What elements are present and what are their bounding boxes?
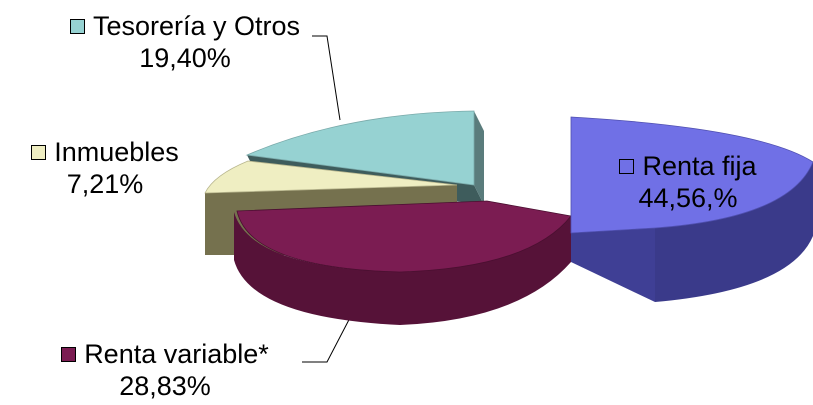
label-inmuebles: Inmuebles 7,21%	[10, 136, 200, 200]
leader-line-tesoreria	[312, 35, 341, 121]
slice-renta-variable-side	[234, 212, 571, 325]
legend-swatch-renta-fija	[619, 158, 635, 174]
slice-renta-fija-side	[655, 162, 813, 302]
label-renta-variable-value: 28,83%	[119, 371, 211, 401]
legend-swatch-tesoreria	[69, 18, 85, 34]
slice-renta-fija-front	[571, 228, 655, 302]
label-renta-variable: Renta variable* 28,83%	[30, 338, 300, 402]
label-inmuebles-value: 7,21%	[66, 169, 144, 199]
slice-inmuebles-top	[204, 160, 458, 194]
label-renta-fija: Renta fija 44,56,%	[588, 150, 788, 214]
slice-tesoreria-side2	[474, 111, 484, 205]
slice-renta-fija	[570, 116, 813, 302]
label-renta-fija-value: 44,56,%	[638, 183, 738, 213]
legend-swatch-inmuebles	[31, 144, 47, 160]
label-renta-fija-name: Renta fija	[642, 151, 757, 181]
slice-renta-variable-top	[236, 200, 572, 273]
slice-renta-fija-top	[570, 116, 813, 234]
label-tesoreria-y-otros: Tesorería y Otros 19,40%	[40, 10, 330, 74]
slice-renta-variable	[234, 200, 572, 325]
label-tesoreria-value: 19,40%	[139, 43, 231, 73]
label-inmuebles-name: Inmuebles	[54, 137, 179, 167]
legend-swatch-renta-variable	[61, 346, 77, 362]
label-renta-variable-name: Renta variable*	[84, 339, 269, 369]
label-tesoreria-name: Tesorería y Otros	[92, 11, 301, 41]
slice-tesoreria-top	[245, 110, 475, 186]
leader-line-renta-variable	[302, 311, 354, 363]
